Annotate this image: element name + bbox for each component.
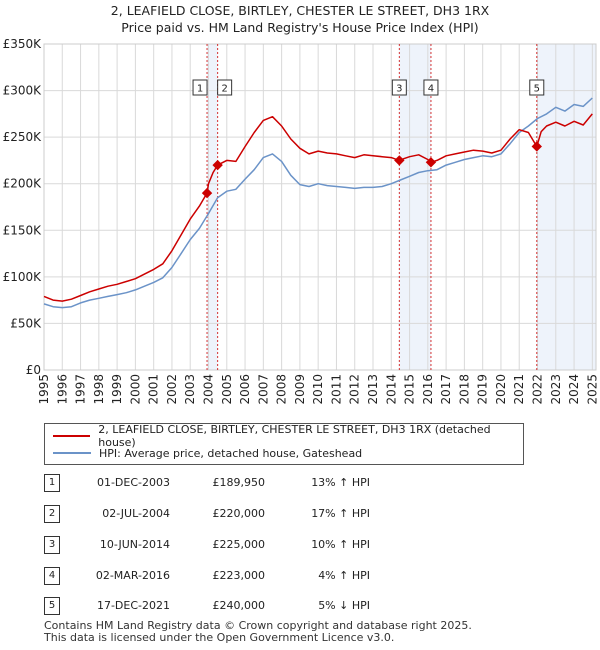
transaction-number: 3 <box>44 536 60 554</box>
transaction-label-box <box>217 79 233 96</box>
price-chart: 1 2 3 4 5 £0 £50K £100K £150K £200K £250K £300K £35… <box>3 37 600 405</box>
transaction-date: 02-MAR-2016 <box>95 569 170 582</box>
transaction-marker <box>531 141 542 152</box>
transaction-price: £220,000 <box>212 507 266 520</box>
table-row: 2 02-JUL-2004 £220,000 17% ↑ HPI <box>0 504 600 528</box>
transaction-number: 1 <box>44 474 60 492</box>
transaction-number: 5 <box>44 597 60 615</box>
x-tick-label: 2009 <box>293 374 307 405</box>
transaction-label: 5 <box>534 84 540 95</box>
x-tick-label: 2006 <box>238 374 252 405</box>
x-tick-label: 1995 <box>37 374 51 405</box>
transaction-label: 4 <box>428 84 434 95</box>
x-tick-label: 1998 <box>92 374 106 405</box>
footer: Contains HM Land Registry data © Crown c… <box>44 620 472 644</box>
footer-copyright: Contains HM Land Registry data © Crown c… <box>44 619 472 632</box>
x-tick-label: 2002 <box>165 374 179 405</box>
transaction-marker <box>212 159 223 171</box>
x-tick-label: 2019 <box>476 374 490 405</box>
x-tick-label: 2012 <box>348 374 362 405</box>
x-tick-label: 2007 <box>256 374 270 405</box>
transaction-label-box <box>423 79 439 96</box>
x-tick-label: 2022 <box>531 374 545 405</box>
legend: 2, LEAFIELD CLOSE, BIRTLEY, CHESTER LE S… <box>44 423 524 465</box>
x-tick-label: 2000 <box>128 374 142 405</box>
transaction-price: £189,950 <box>212 476 266 489</box>
y-tick-label: £100K <box>3 270 43 284</box>
highlight-band <box>399 44 431 370</box>
x-tick-label: 2004 <box>202 374 216 405</box>
transaction-hpi-diff: 13% ↑ HPI <box>311 476 370 489</box>
series-line-property <box>43 113 593 302</box>
transaction-hpi-diff: 10% ↑ HPI <box>311 538 370 551</box>
transaction-hpi-diff: 17% ↑ HPI <box>311 507 370 520</box>
x-tick-label: 2015 <box>403 374 417 405</box>
x-tick-label: 2020 <box>494 374 508 405</box>
x-tick-label: 2013 <box>366 374 380 405</box>
transaction-marker <box>394 155 405 166</box>
transaction-label: 2 <box>221 84 227 95</box>
y-tick-label: £300K <box>3 84 43 98</box>
y-tick-label: £350K <box>3 37 43 51</box>
transaction-price: £223,000 <box>212 569 266 582</box>
y-tick-label: £50K <box>10 316 42 330</box>
legend-label-hpi: HPI: Average price, detached house, Gate… <box>99 446 363 460</box>
transaction-date: 01-DEC-2003 <box>96 476 170 489</box>
x-tick-label: 2018 <box>457 374 471 405</box>
x-tick-label: 1997 <box>74 374 88 405</box>
table-row: 3 10-JUN-2014 £225,000 10% ↑ HPI <box>0 535 600 559</box>
x-tick-label: 2016 <box>421 374 435 405</box>
x-tick-label: 2011 <box>329 374 343 405</box>
transaction-date: 10-JUN-2014 <box>99 538 170 551</box>
footer-licence: This data is licensed under the Open Gov… <box>44 631 395 644</box>
x-tick-label: 2021 <box>512 374 526 405</box>
legend-swatch-property <box>53 435 91 437</box>
transaction-price: £225,000 <box>212 538 266 551</box>
chart-title: 2, LEAFIELD CLOSE, BIRTLEY, CHESTER LE S… <box>110 3 490 18</box>
transaction-label: 1 <box>197 84 203 95</box>
legend-label-property: 2, LEAFIELD CLOSE, BIRTLEY, CHESTER LE S… <box>98 423 491 449</box>
x-tick-label: 2008 <box>275 374 289 405</box>
legend-item-hpi: HPI: Average price, detached house, Gate… <box>53 445 362 461</box>
table-row: 5 17-DEC-2021 £240,000 5% ↓ HPI <box>0 596 600 620</box>
y-tick-label: £150K <box>3 223 43 237</box>
highlight-band <box>536 44 596 370</box>
chart-subtitle: Price paid vs. HM Land Registry's House … <box>121 20 479 35</box>
table-row: 1 01-DEC-2003 £189,950 13% ↑ HPI <box>0 473 600 497</box>
transaction-label: 3 <box>396 84 402 95</box>
transaction-hpi-diff: 5% ↓ HPI <box>318 599 370 612</box>
plot-frame <box>43 43 597 371</box>
y-tick-label: £200K <box>3 177 43 191</box>
x-tick-label: 2001 <box>147 374 161 405</box>
transaction-label-box <box>529 79 545 96</box>
transaction-label-box <box>192 79 208 96</box>
transaction-date: 17-DEC-2021 <box>96 599 170 612</box>
x-tick-label: 2023 <box>549 374 563 405</box>
x-tick-label: 1999 <box>110 374 124 405</box>
transaction-marker <box>425 157 437 168</box>
x-tick-label: 2005 <box>220 374 234 405</box>
series-line-hpi <box>43 97 593 309</box>
x-tick-label: 2014 <box>384 374 398 405</box>
x-tick-label: 2025 <box>585 374 599 405</box>
transaction-price: £240,000 <box>212 599 266 612</box>
legend-item-property: 2, LEAFIELD CLOSE, BIRTLEY, CHESTER LE S… <box>53 423 523 449</box>
transaction-date: 02-JUL-2004 <box>102 507 170 520</box>
transaction-hpi-diff: 4% ↑ HPI <box>318 569 370 582</box>
legend-swatch-hpi <box>53 452 91 454</box>
y-tick-label: £0 <box>26 363 41 377</box>
transaction-label-box <box>391 79 407 96</box>
x-tick-label: 2003 <box>183 374 197 405</box>
x-tick-label: 2024 <box>567 374 581 405</box>
x-tick-label: 2010 <box>311 374 325 405</box>
table-row: 4 02-MAR-2016 £223,000 4% ↑ HPI <box>0 566 600 590</box>
transaction-number: 4 <box>44 567 60 585</box>
transaction-marker <box>201 187 213 199</box>
y-tick-label: £250K <box>3 130 43 144</box>
transaction-number: 2 <box>44 505 60 523</box>
x-tick-label: 1996 <box>55 374 69 405</box>
x-tick-label: 2017 <box>439 374 453 405</box>
